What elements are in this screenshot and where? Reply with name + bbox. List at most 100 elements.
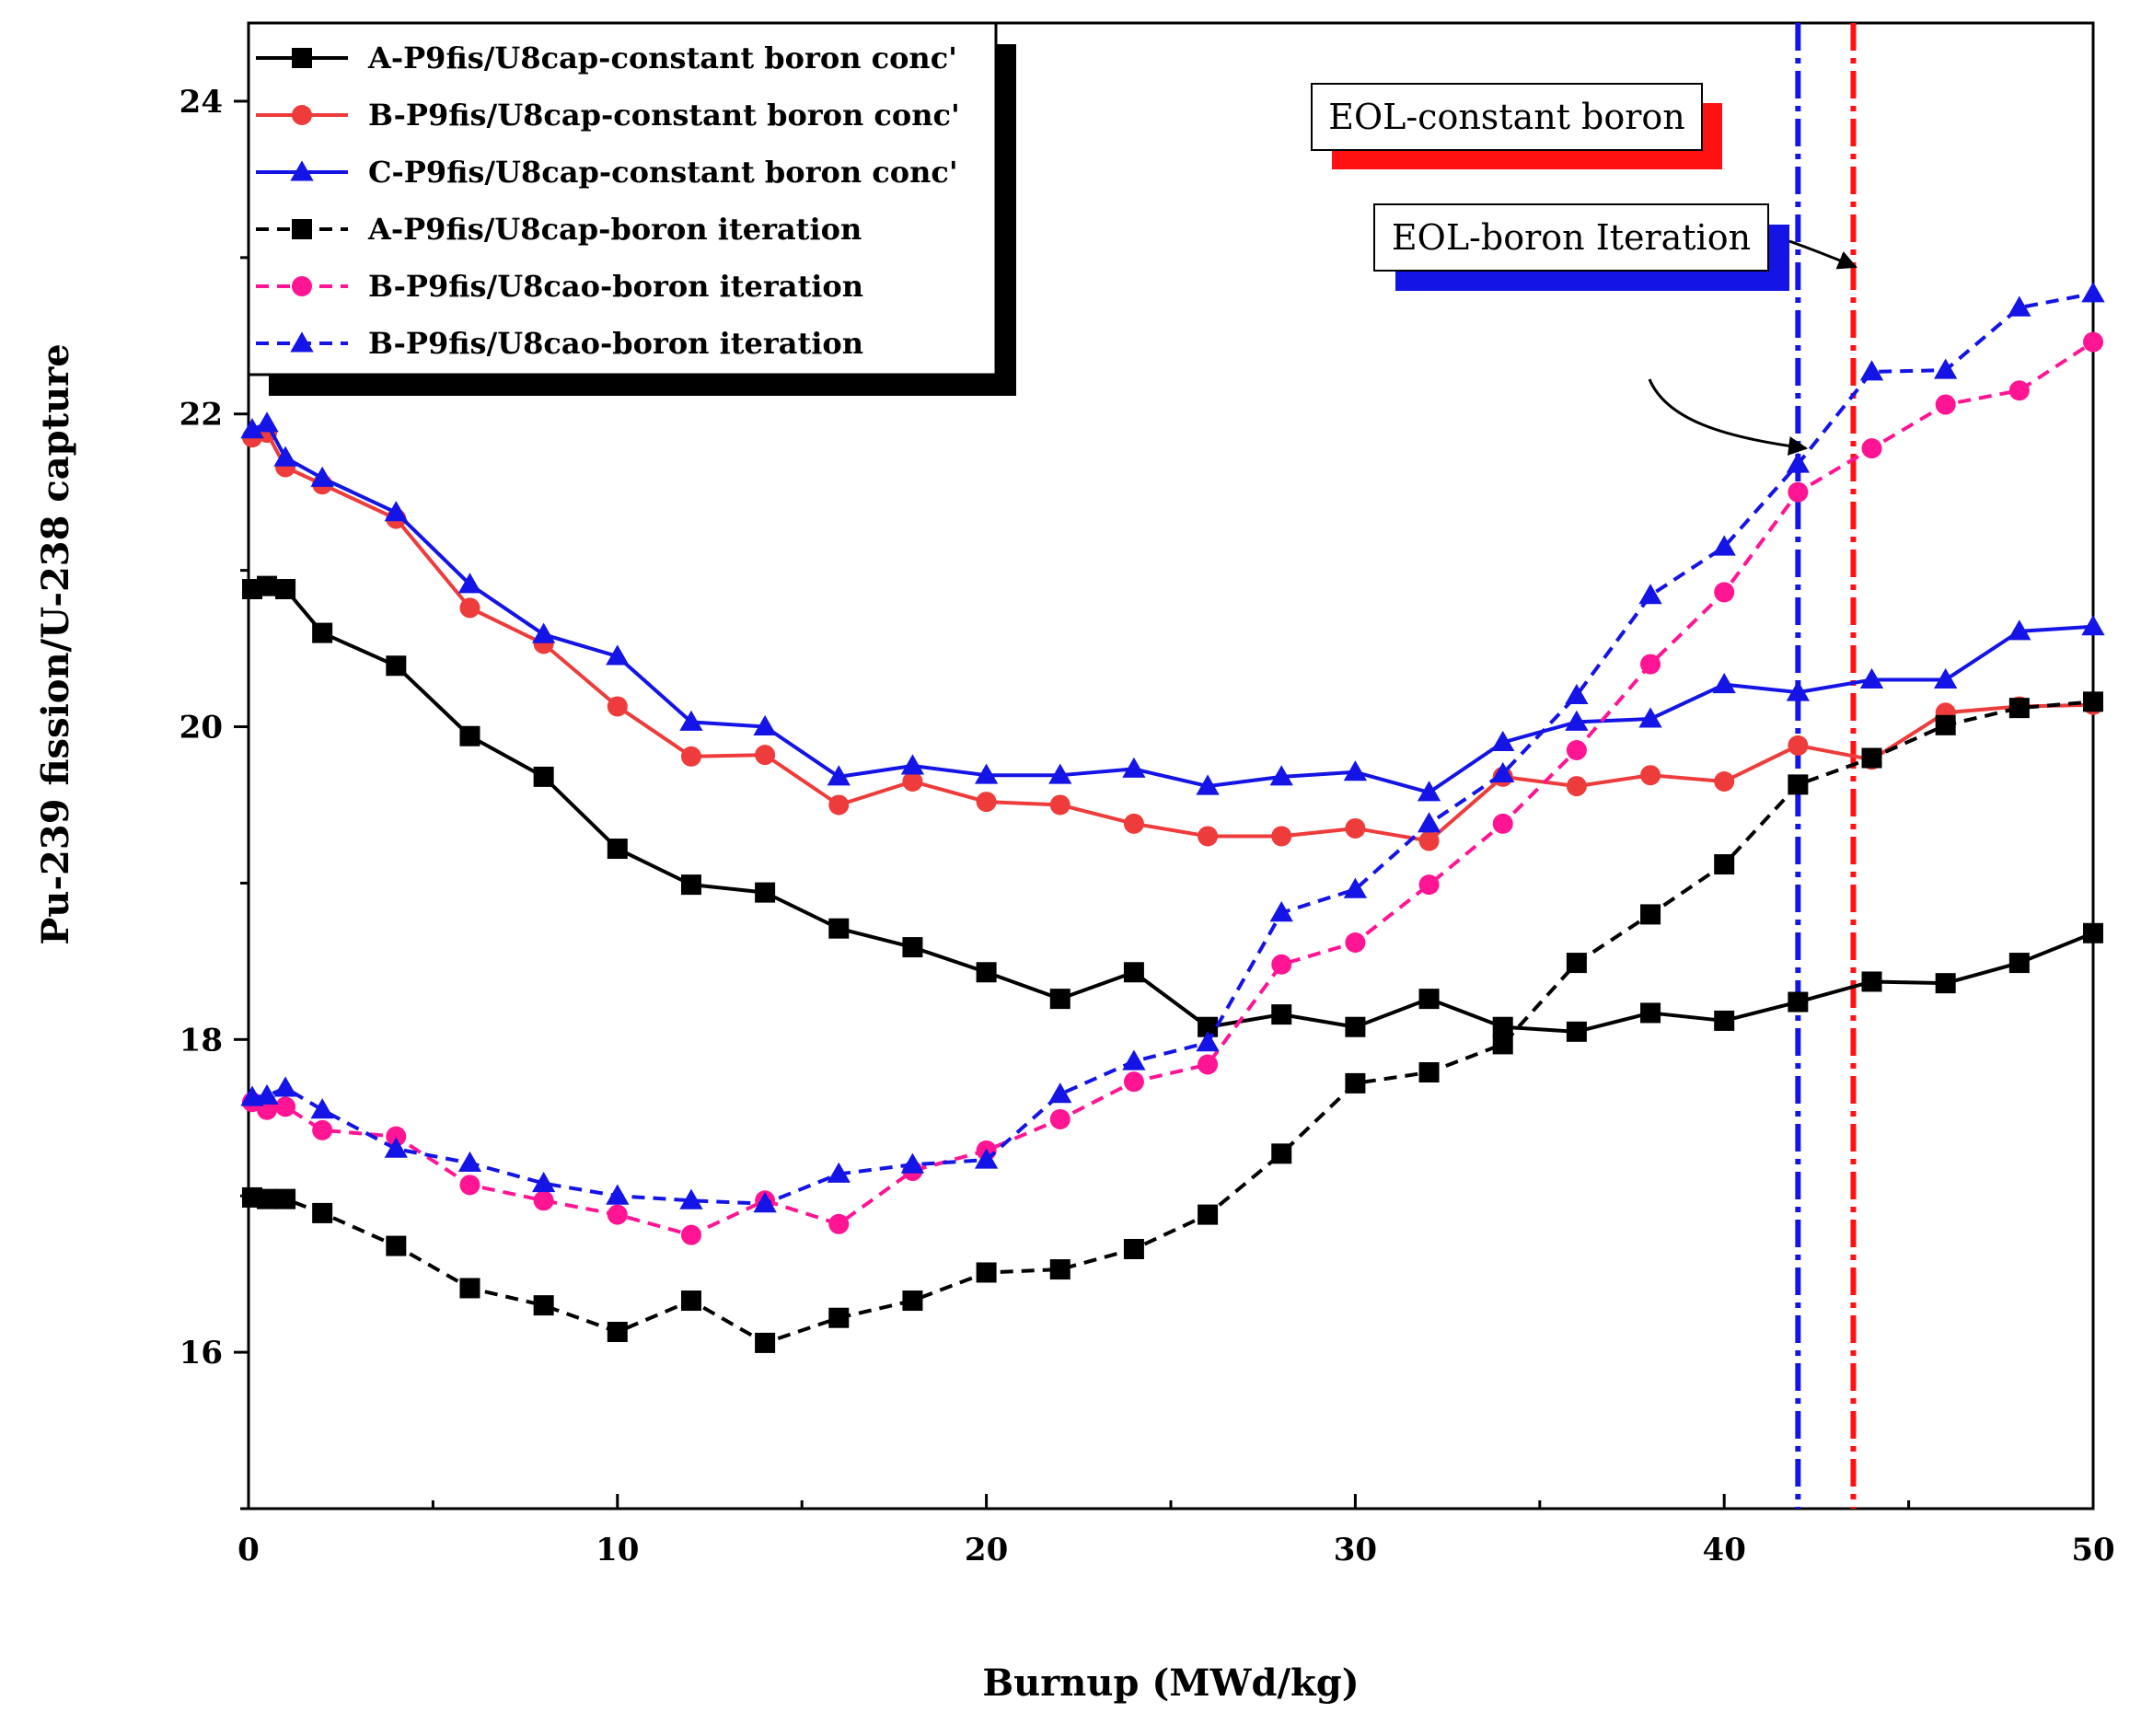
data-point: [384, 501, 408, 522]
legend-swatch-marker: [292, 105, 312, 125]
data-point: [386, 655, 407, 677]
data-point: [1417, 781, 1441, 802]
data-point: [1935, 394, 1956, 415]
legend-item-4: A-P9fis/U8cap-boron iteration: [256, 212, 862, 247]
arrow-to-constant-boron-line: [1788, 239, 1857, 270]
data-point: [1049, 794, 1070, 816]
data-point: [1788, 991, 1809, 1013]
data-point: [1566, 1021, 1587, 1042]
series-line: [251, 431, 2094, 843]
data-point: [900, 1152, 925, 1174]
data-point: [2083, 331, 2103, 353]
data-point: [976, 1262, 997, 1283]
data-point: [1345, 1072, 1366, 1094]
data-point: [2008, 953, 2030, 974]
data-point: [1123, 962, 1144, 983]
data-point: [1565, 683, 1589, 705]
data-point: [459, 1175, 480, 1196]
data-point: [974, 1148, 999, 1169]
data-point: [2081, 282, 2105, 303]
data-point: [1492, 1016, 1513, 1037]
data-point: [1788, 735, 1809, 756]
axis-tick-labels: 0 10 20 30 40 50 16 18 20 22 24: [179, 84, 2115, 1568]
annotation-eol-constant-boron: EOL-constant boron: [1311, 83, 1722, 169]
data-point: [312, 622, 333, 643]
data-point: [1861, 971, 1882, 992]
legend-swatch-marker: [292, 219, 312, 239]
data-point: [1271, 1143, 1292, 1164]
x-tick-label: 40: [1703, 1532, 1746, 1568]
data-point: [273, 1076, 297, 1097]
data-point: [1714, 854, 1735, 875]
data-point: [386, 1235, 407, 1256]
data-point: [2008, 619, 2031, 641]
series-2: [242, 422, 2103, 851]
data-point: [753, 1192, 777, 1213]
data-point: [1934, 358, 1958, 379]
data-point: [310, 466, 334, 487]
data-point: [1271, 1004, 1292, 1025]
data-point: [827, 765, 851, 786]
data-point: [1491, 761, 1515, 782]
legend-item-1: A-P9fis/U8cap-constant boron conc': [256, 41, 957, 75]
legend-label: A-P9fis/U8cap-constant boron conc': [367, 41, 957, 75]
data-point: [1343, 877, 1368, 898]
data-point: [312, 1202, 333, 1223]
eol-vertical-lines: [1795, 23, 1857, 1509]
data-point: [459, 725, 480, 746]
data-point: [753, 714, 777, 736]
data-point: [310, 1098, 334, 1119]
y-axis-title: Pu-239 fission/U-238 capture: [34, 343, 77, 944]
data-point: [755, 745, 776, 766]
series-6: [240, 282, 2105, 1213]
y-tick-label: 16: [179, 1335, 223, 1371]
data-point: [680, 1290, 701, 1312]
data-point: [902, 770, 923, 792]
data-point: [1198, 1204, 1219, 1225]
data-point: [1566, 953, 1587, 974]
data-point: [606, 1184, 630, 1205]
data-point: [828, 1307, 850, 1328]
data-point: [607, 696, 628, 717]
y-tick-label: 24: [179, 84, 223, 121]
data-point: [2083, 691, 2103, 712]
data-point: [1935, 973, 1956, 994]
data-point: [755, 882, 776, 903]
data-point: [607, 1204, 628, 1225]
data-point: [1269, 765, 1293, 786]
data-point: [1418, 874, 1440, 896]
x-tick-label: 0: [237, 1532, 260, 1568]
series-4: [242, 691, 2103, 1353]
legend-item-2: B-P9fis/U8cap-constant boron conc': [256, 98, 960, 133]
data-point: [1418, 1061, 1440, 1082]
legend-swatch-marker: [290, 160, 314, 181]
series-1: [242, 575, 2103, 1042]
series-5: [242, 331, 2103, 1245]
data-point: [1049, 989, 1070, 1010]
x-tick-label: 10: [596, 1532, 639, 1568]
data-point: [828, 1213, 850, 1234]
data-point: [1786, 680, 1811, 701]
data-point: [680, 874, 701, 896]
data-point: [255, 1083, 279, 1105]
legend-label: B-P9fis/U8cao-boron iteration: [368, 326, 863, 361]
data-point: [1417, 812, 1441, 833]
data-point: [533, 1295, 554, 1316]
series-3: [240, 411, 2105, 802]
series-line: [251, 421, 2094, 794]
annotation-eol-boron-iteration: EOL-boron Iteration: [1373, 203, 1789, 291]
data-point: [533, 1190, 554, 1211]
legend-item-3: C-P9fis/U8cap-constant boron conc': [256, 155, 958, 190]
x-tick-label: 20: [965, 1532, 1008, 1568]
data-point: [275, 579, 296, 600]
data-point: [1196, 1031, 1220, 1052]
data-point: [257, 1188, 278, 1209]
data-series: [240, 282, 2105, 1353]
data-point: [680, 1224, 701, 1245]
data-point: [1048, 1082, 1072, 1104]
legend-item-5: B-P9fis/U8cao-boron iteration: [256, 269, 863, 304]
data-point: [974, 763, 999, 784]
data-point: [255, 411, 279, 433]
data-point: [680, 746, 701, 767]
data-point: [1345, 1016, 1366, 1037]
